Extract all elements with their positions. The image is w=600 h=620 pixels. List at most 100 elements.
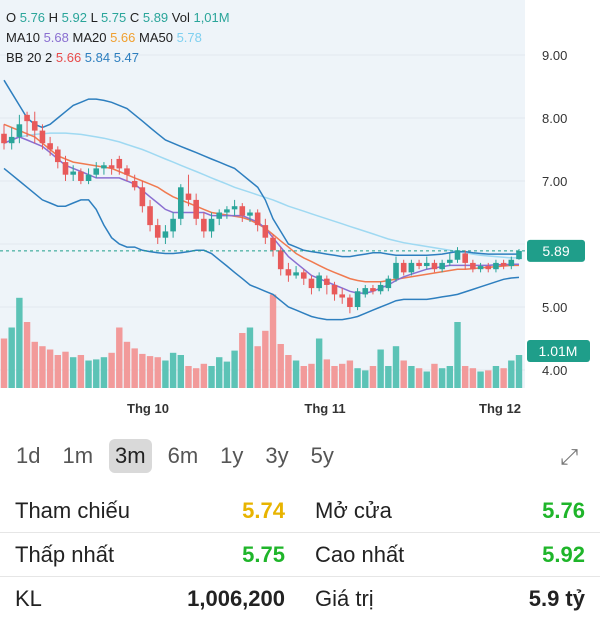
- timeframe-3y[interactable]: 3y: [265, 443, 289, 468]
- candle-body: [101, 165, 107, 169]
- stat-value: 5.74: [242, 498, 285, 523]
- volume-bar: [39, 346, 46, 388]
- volume-bar: [454, 322, 461, 388]
- legend-value: 5.47: [113, 50, 140, 65]
- volume-bar: [369, 366, 377, 388]
- volume-bar: [262, 330, 269, 388]
- volume-bar: [139, 353, 146, 388]
- candle-body: [331, 284, 338, 295]
- expand-icon[interactable]: ⤢: [560, 444, 578, 469]
- candle-body: [231, 206, 238, 210]
- stat-value: 1,006,200: [187, 586, 285, 611]
- timeframe-1y[interactable]: 1y: [220, 443, 244, 468]
- volume-bar: [85, 360, 92, 388]
- timeframe-1d[interactable]: 1d: [16, 443, 41, 468]
- candle-body: [277, 250, 284, 270]
- volume-bar: [231, 350, 238, 388]
- bb-upper-line: [3, 79, 519, 258]
- candle-body: [324, 278, 330, 285]
- candle-body: [62, 162, 69, 175]
- volume-bar: [246, 327, 254, 388]
- candle-body: [308, 278, 315, 289]
- candle-body: [393, 262, 399, 279]
- candle-body: [362, 288, 369, 295]
- candle-body: [408, 262, 415, 273]
- candle-body: [239, 206, 246, 216]
- candle-body: [262, 225, 269, 238]
- stat-value: 5.75: [242, 542, 285, 567]
- candle-body: [285, 269, 292, 276]
- candle-body: [124, 168, 130, 175]
- candle-body: [224, 209, 230, 213]
- volume-bar: [116, 327, 123, 388]
- candle-body: [447, 259, 453, 263]
- candle-body: [31, 121, 38, 131]
- volume-bar: [292, 360, 300, 388]
- volume-bar: [62, 351, 69, 388]
- volume-bar: [208, 366, 215, 388]
- stat-label: KL: [15, 586, 42, 611]
- candle-body: [147, 206, 153, 226]
- candle-body: [385, 278, 392, 289]
- candle-body: [516, 250, 522, 260]
- y-tick-label: 8.00: [542, 111, 567, 126]
- candle-body: [423, 262, 430, 267]
- volume-bar: [216, 357, 223, 388]
- candle-body: [162, 231, 169, 238]
- legend-value: 5.84: [84, 50, 114, 65]
- volume-bar: [415, 368, 423, 388]
- volume-bar: [108, 352, 115, 388]
- stats-row: KL 1,006,200 Giá trị 5.9 tỷ: [0, 576, 600, 620]
- volume-bar: [308, 363, 315, 388]
- candle-body: [47, 143, 53, 150]
- volume-bar: [131, 348, 138, 388]
- volume-bar: [93, 359, 100, 388]
- candle-body: [508, 259, 515, 267]
- candle-body: [93, 168, 100, 175]
- legend-ma-row: MA10 5.68 MA20 5.66 MA50 5.78: [6, 28, 230, 48]
- candle-body: [177, 187, 184, 219]
- row-divider: [0, 576, 600, 577]
- timeframe-1m[interactable]: 1m: [62, 443, 94, 468]
- y-tick-label: 4.00: [542, 363, 567, 378]
- stat-label: Tham chiếu: [15, 498, 130, 523]
- volume-bar: [169, 352, 177, 388]
- timeframe-3m[interactable]: 3m: [109, 439, 152, 473]
- y-tick-label: 9.00: [542, 48, 567, 63]
- candle-body: [39, 130, 46, 144]
- candle-body: [85, 174, 92, 181]
- legend-value: 5.78: [176, 30, 202, 45]
- candle-body: [477, 266, 484, 270]
- legend-label: MA10: [6, 30, 44, 45]
- volume-bar: [154, 357, 161, 388]
- volume-bar: [315, 338, 323, 388]
- volume-bar: [339, 363, 346, 388]
- price-badge: [527, 239, 585, 262]
- volume-bar: [146, 356, 154, 388]
- volume-bar: [300, 366, 307, 388]
- volume-bar: [8, 327, 15, 388]
- volume-bar: [431, 363, 438, 388]
- candle-body: [254, 212, 261, 226]
- candle-body: [193, 199, 199, 219]
- volume-bar: [492, 366, 500, 388]
- timeframe-6m[interactable]: 6m: [167, 443, 199, 468]
- candle-body: [270, 237, 276, 251]
- stat-label: Mở cửa: [315, 498, 392, 523]
- volume-bar: [362, 370, 369, 388]
- stat-value: 5.76: [542, 498, 585, 523]
- volume-bar: [185, 366, 192, 388]
- candle-body: [485, 266, 492, 270]
- volume-bar: [54, 355, 62, 388]
- candle-body: [154, 225, 161, 238]
- candle-body: [216, 212, 223, 219]
- candle-body: [131, 181, 138, 188]
- timeframe-5y[interactable]: 5y: [310, 443, 334, 468]
- candle-body: [431, 262, 438, 270]
- y-tick-label: 5.00: [542, 300, 567, 315]
- candle-body: [500, 262, 507, 267]
- candle-body: [316, 275, 322, 289]
- candle-body: [300, 272, 307, 279]
